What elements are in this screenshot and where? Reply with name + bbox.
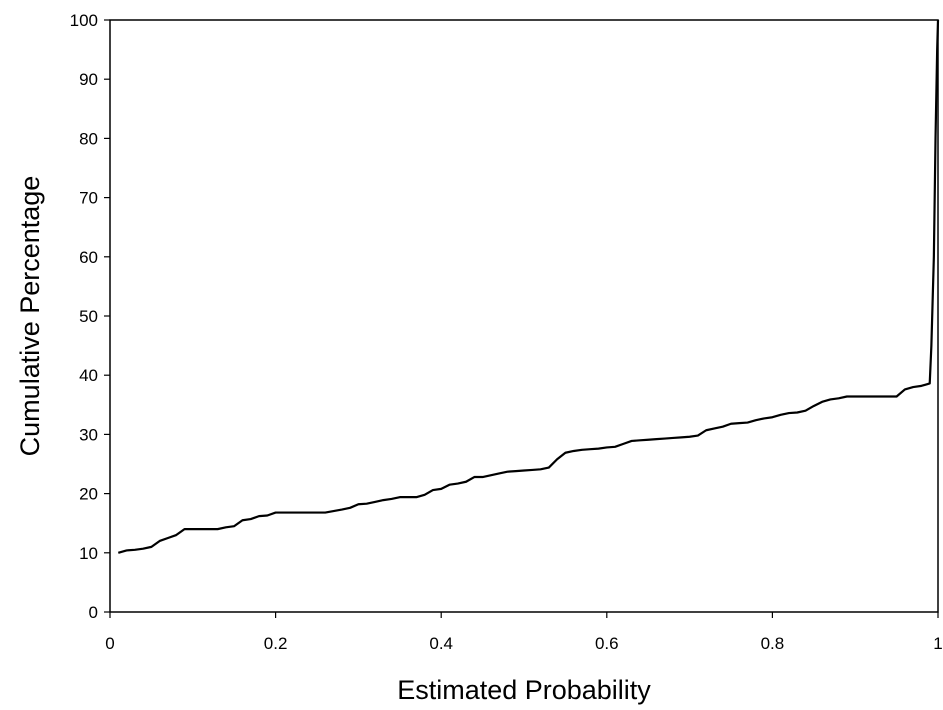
plot-frame	[109, 19, 939, 613]
y-tick-label: 80	[79, 129, 98, 148]
x-tick-label: 0.2	[264, 634, 288, 653]
x-tick-labels: 0 0.2 0.4 0.6 0.8 1	[105, 634, 942, 653]
x-tick-label: 1	[933, 634, 942, 653]
y-axis-title: Cumulative Percentage	[15, 176, 45, 457]
x-tick-label: 0.6	[595, 634, 619, 653]
y-tick-label: 60	[79, 248, 98, 267]
series-line	[117, 19, 940, 554]
y-tick-label: 50	[79, 307, 98, 326]
axis-ticks	[104, 19, 939, 618]
y-tick-label: 40	[79, 366, 98, 385]
y-tick-label: 20	[79, 485, 98, 504]
y-tick-labels: 0 10 20 30 40 50 60 70 80 90 100	[70, 11, 98, 622]
y-tick-label: 100	[70, 11, 98, 30]
y-tick-label: 10	[79, 544, 98, 563]
x-tick-label: 0	[105, 634, 114, 653]
y-tick-label: 70	[79, 189, 98, 208]
y-tick-label: 30	[79, 425, 98, 444]
y-tick-label: 90	[79, 70, 98, 89]
x-tick-label: 0.4	[429, 634, 453, 653]
x-tick-label: 0.8	[761, 634, 785, 653]
x-axis-title: Estimated Probability	[397, 675, 651, 705]
y-tick-label: 0	[89, 603, 98, 622]
